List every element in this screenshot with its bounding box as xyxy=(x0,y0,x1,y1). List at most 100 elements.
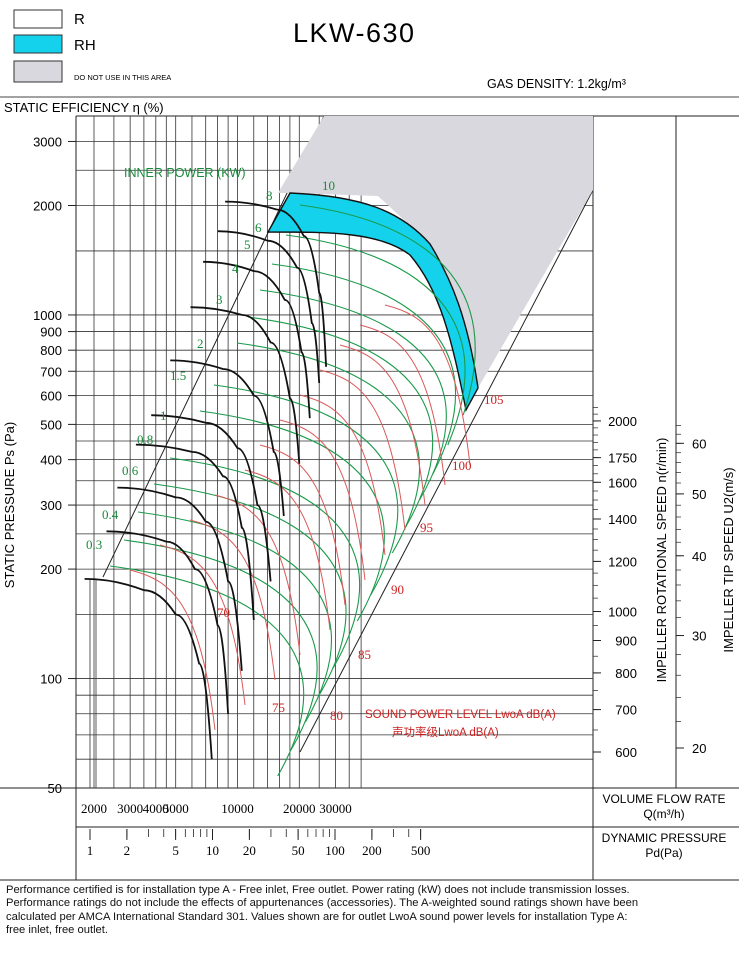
legend: R RH DO NOT USE IN THIS AREA xyxy=(13,9,171,83)
inner-power-value-label: 0.6 xyxy=(122,463,139,478)
inner-power-value-label: 0.4 xyxy=(102,507,119,522)
inner-power-value-label: 3 xyxy=(216,292,223,307)
x-tick-label: 20000 xyxy=(283,801,316,816)
volume-flow-label-line1: VOLUME FLOW RATE xyxy=(602,792,725,806)
chart-regions xyxy=(266,116,593,413)
sound-level-curve xyxy=(259,444,346,606)
footnote-line: free inlet, free outlet. xyxy=(6,924,108,937)
inner-power-value-label: 0.3 xyxy=(86,537,102,552)
x-tick-label: 4000 xyxy=(143,801,169,816)
inner-power-curve xyxy=(259,289,447,501)
speed-curve xyxy=(135,443,255,620)
sound-level-value-label: 95 xyxy=(420,520,433,535)
speed-tick-label: 1200 xyxy=(608,554,637,569)
speed-curve xyxy=(217,230,321,384)
legend-swatch-r xyxy=(13,9,63,29)
speed-tick-label: 600 xyxy=(615,745,637,760)
sound-level-value-label: 85 xyxy=(358,647,371,662)
speed-curve xyxy=(225,200,327,367)
sound-level-curve xyxy=(214,494,301,656)
frame xyxy=(0,115,739,881)
sound-level-curve xyxy=(384,304,471,466)
inner-power-value-label: 1 xyxy=(160,408,167,423)
footnote-line: calculated per AMCA International Standa… xyxy=(6,910,628,923)
gas-density-label: GAS DENSITY: 1.2kg/m³ xyxy=(487,77,626,91)
speed-tick-label: 1600 xyxy=(608,475,637,490)
tip-speed-tick-label: 40 xyxy=(692,549,706,564)
speed-curve xyxy=(151,414,272,582)
speed-tick-label: 1000 xyxy=(608,605,637,620)
y-tick-label: 800 xyxy=(40,343,62,358)
y-tick-label: 2000 xyxy=(33,198,62,213)
x-tick-label: 10000 xyxy=(221,801,254,816)
inner-power-curve xyxy=(137,511,333,723)
sound-level-value-label: 90 xyxy=(391,582,404,597)
footnote-line: Performance ratings do not include the e… xyxy=(6,897,639,910)
y-tick-label: 200 xyxy=(40,562,62,577)
tip-speed-tick-label: 60 xyxy=(692,436,706,451)
legend-swatch-rh xyxy=(13,34,63,54)
y-tick-label: 500 xyxy=(40,417,62,432)
tip-speed-axis-label: IMPELLER TIP SPEED U2(m/s) xyxy=(721,467,736,652)
sound-level-curve xyxy=(129,569,216,731)
band-edge-right xyxy=(299,189,594,753)
y-tick-label: 600 xyxy=(40,389,62,404)
legend-swatch-do-not-use xyxy=(13,60,63,83)
tip-speed-tick-label: 30 xyxy=(692,629,706,644)
pd-tick-label: 20 xyxy=(243,843,256,858)
sound-level-value-label: 105 xyxy=(484,392,504,407)
inner-power-value-label: 6 xyxy=(255,220,262,235)
inner-power-value-label: 4 xyxy=(232,261,239,276)
sound-level-value-label: 75 xyxy=(272,700,285,715)
y-axis-label: STATIC PRESSURE Ps (Pa) xyxy=(2,422,17,588)
tip-speed-tick-label: 20 xyxy=(692,741,706,756)
speed-tick-label: 1750 xyxy=(608,451,637,466)
inner-power-curve xyxy=(247,316,434,528)
footnote: Performance certified is for installatio… xyxy=(6,884,732,938)
pd-tick-label: 5 xyxy=(172,843,179,858)
inner-power-value-label: 0.8 xyxy=(137,432,153,447)
x-tick-label: 2000 xyxy=(81,801,107,816)
inner-power-curve xyxy=(213,384,399,596)
pd-tick-label: 1 xyxy=(87,843,94,858)
inner-power-value-label: 2 xyxy=(197,336,204,351)
inner-power-value-label: 10 xyxy=(322,178,335,193)
speed-curve xyxy=(106,530,229,714)
speed-tick-label: 800 xyxy=(615,666,637,681)
y-tick-label: 50 xyxy=(48,781,62,796)
inner-power-label: INNER POWER (KW) xyxy=(124,166,246,180)
legend-label-do-not-use: DO NOT USE IN THIS AREA xyxy=(74,73,171,82)
pd-tick-label: 200 xyxy=(362,843,382,858)
rh-region xyxy=(266,192,479,413)
speed-axis-label: IMPELLER ROTATIONAL SPEED n(r/min) xyxy=(654,438,669,683)
speed-curve xyxy=(84,578,213,760)
inner-power-value-label: 1.5 xyxy=(170,368,186,383)
pd-tick-label: 50 xyxy=(292,843,305,858)
legend-label-rh: RH xyxy=(74,37,96,54)
y-tick-label: 700 xyxy=(40,364,62,379)
chart-curves xyxy=(84,200,476,777)
inner-power-curve xyxy=(109,565,305,777)
sound-level-value-label: 80 xyxy=(330,708,343,723)
inner-power-curve xyxy=(153,483,347,695)
sound-power-label-cn: 声功率级LwoA dB(A) xyxy=(392,725,499,739)
y-tick-label: 300 xyxy=(40,498,62,513)
footnote-line: Performance certified is for installatio… xyxy=(6,884,630,896)
y-tick-label: 900 xyxy=(40,325,62,340)
chart-labels: 5010020030040050060070080090010002000300… xyxy=(33,134,706,858)
sound-level-curve xyxy=(299,394,386,556)
y-tick-label: 400 xyxy=(40,453,62,468)
sound-level-curve xyxy=(244,469,331,631)
sound-level-curve xyxy=(279,419,366,581)
inner-power-curve xyxy=(236,342,420,554)
pd-tick-label: 10 xyxy=(206,843,219,858)
inner-power-curve xyxy=(169,457,361,669)
y-tick-label: 3000 xyxy=(33,134,62,149)
dynamic-pressure-label-line1: DYNAMIC PRESSURE xyxy=(602,831,727,845)
pd-tick-label: 2 xyxy=(124,843,131,858)
y-tick-label: 1000 xyxy=(33,308,62,323)
sound-level-value-label: 70 xyxy=(217,605,230,620)
inner-power-curve xyxy=(123,539,318,751)
speed-tick-label: 1400 xyxy=(608,512,637,527)
